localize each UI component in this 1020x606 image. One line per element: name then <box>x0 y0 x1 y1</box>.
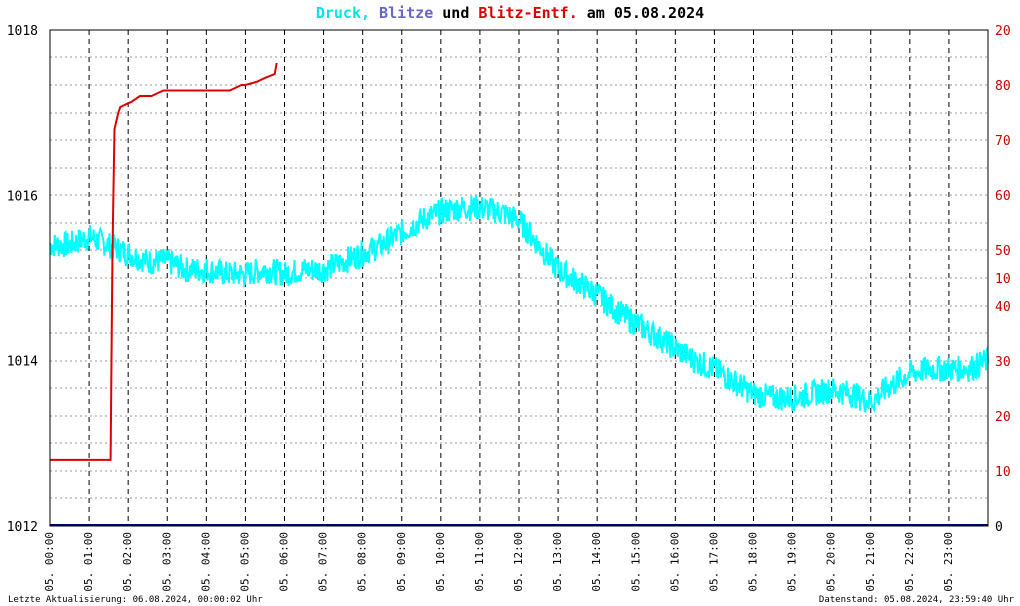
x-tick-label: 05. 20:00 <box>825 532 838 592</box>
right-tick-label: 10 <box>995 272 1011 287</box>
series-druck <box>49 195 989 414</box>
x-tick-label: 05. 06:00 <box>278 532 291 592</box>
x-tick-label: 05. 10:00 <box>434 532 447 592</box>
x-tick-label: 05. 05:00 <box>238 532 251 592</box>
right-tick-label: 60 <box>995 189 1011 204</box>
x-tick-label: 05. 18:00 <box>747 532 760 592</box>
title-part: Blitze <box>370 4 433 22</box>
right-tick-label: 20 <box>995 410 1011 425</box>
right-tick-label: 10 <box>995 465 1011 480</box>
right-tick-label: 30 <box>995 355 1011 370</box>
footer-left: Letzte Aktualisierung: 06.08.2024, 00:00… <box>8 595 263 605</box>
plot-grid <box>50 30 988 526</box>
right-tick-label: 40 <box>995 300 1011 315</box>
x-tick-label: 05. 17:00 <box>707 532 720 592</box>
right-axis: 20 80 70 60 50 10 40 30 20 10 0 <box>995 24 1011 535</box>
left-tick-label: 1018 <box>7 24 38 39</box>
right-tick-label: 70 <box>995 134 1011 149</box>
x-tick-label: 05. 15:00 <box>629 532 642 592</box>
right-tick-label: 50 <box>995 244 1011 259</box>
x-tick-label: 05. 23:00 <box>942 532 955 592</box>
left-axis: 1012 1014 1016 1018 <box>7 24 38 535</box>
title-part: Druck, <box>316 4 370 22</box>
x-tick-label: 05. 03:00 <box>160 532 173 592</box>
chart-title: Druck, Blitze und Blitz-Entf. am 05.08.2… <box>316 4 704 22</box>
x-axis: 05. 00:00 05. 01:00 05. 02:00 05. 03:00 05. … <box>43 532 955 592</box>
left-tick-label: 1012 <box>7 520 38 535</box>
x-tick-label: 05. 00:00 <box>43 532 56 592</box>
x-tick-label: 05. 11:00 <box>473 532 486 592</box>
x-tick-label: 05. 19:00 <box>786 532 799 592</box>
x-tick-label: 05. 01:00 <box>82 532 95 592</box>
title-part: am 05.08.2024 <box>578 4 704 22</box>
title-part: und <box>433 4 469 22</box>
x-tick-label: 05. 21:00 <box>864 532 877 592</box>
right-tick-label: 20 <box>995 24 1011 39</box>
x-tick-label: 05. 08:00 <box>356 532 369 592</box>
plot-frame <box>49 29 989 527</box>
left-tick-label: 1016 <box>7 189 38 204</box>
x-tick-label: 05. 13:00 <box>551 532 564 592</box>
title-part: Blitz-Entf. <box>469 4 577 22</box>
footer-right: Datenstand: 05.08.2024, 23:59:40 Uhr <box>819 595 1015 605</box>
x-tick-label: 05. 04:00 <box>199 532 212 592</box>
x-tick-label: 05. 12:00 <box>512 532 525 592</box>
left-tick-label: 1014 <box>7 355 38 370</box>
series-layer <box>49 62 989 526</box>
x-tick-label: 05. 07:00 <box>317 532 330 592</box>
x-tick-label: 05. 09:00 <box>395 532 408 592</box>
x-tick-label: 05. 16:00 <box>668 532 681 592</box>
x-tick-label: 05. 02:00 <box>121 532 134 592</box>
x-tick-label: 05. 14:00 <box>590 532 603 592</box>
right-tick-label: 80 <box>995 79 1011 94</box>
series-blitz-entf <box>50 62 278 461</box>
right-tick-label: 0 <box>995 520 1003 535</box>
x-tick-label: 05. 22:00 <box>903 532 916 592</box>
